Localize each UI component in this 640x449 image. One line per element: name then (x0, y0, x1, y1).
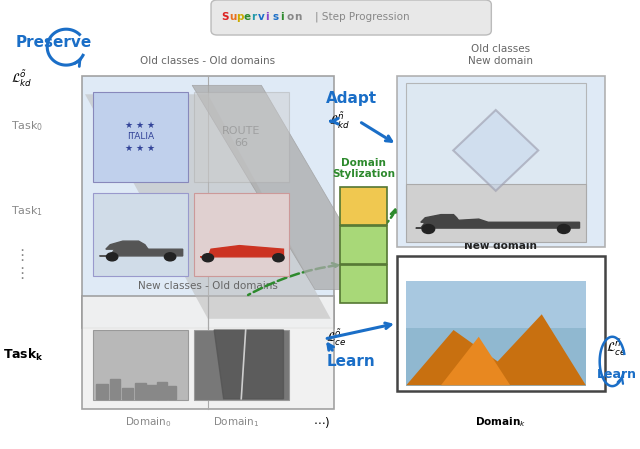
Text: ⋮: ⋮ (14, 248, 29, 264)
Circle shape (273, 254, 284, 262)
Circle shape (557, 224, 570, 233)
Polygon shape (453, 110, 538, 191)
Text: i: i (280, 12, 284, 22)
FancyBboxPatch shape (406, 281, 586, 386)
Text: Old classes - Old domains: Old classes - Old domains (140, 57, 275, 66)
Text: i: i (265, 12, 269, 22)
Text: $\mathcal{L}_{ce}^{\tilde{o}}$: $\mathcal{L}_{ce}^{\tilde{o}}$ (326, 327, 347, 348)
FancyBboxPatch shape (194, 92, 289, 182)
Circle shape (422, 224, 435, 233)
Text: ROUTE
66: ROUTE 66 (222, 126, 260, 148)
FancyBboxPatch shape (93, 193, 188, 276)
FancyBboxPatch shape (82, 76, 334, 328)
Text: New classes - Old domains: New classes - Old domains (138, 281, 278, 291)
Polygon shape (406, 314, 586, 385)
Text: v: v (258, 12, 265, 22)
Polygon shape (136, 383, 145, 399)
Polygon shape (416, 219, 580, 228)
Circle shape (202, 254, 214, 262)
Polygon shape (441, 337, 510, 385)
Text: e: e (243, 12, 251, 22)
Text: Learn: Learn (597, 369, 637, 381)
Polygon shape (100, 249, 182, 256)
Polygon shape (146, 385, 159, 399)
FancyBboxPatch shape (406, 83, 586, 218)
Polygon shape (106, 241, 148, 249)
Text: s: s (273, 12, 278, 22)
Polygon shape (214, 330, 284, 399)
Text: $\mathcal{L}_{kd}^{\tilde{n}}$: $\mathcal{L}_{kd}^{\tilde{n}}$ (329, 111, 350, 132)
Text: ★ ★ ★
ITALIA
★ ★ ★: ★ ★ ★ ITALIA ★ ★ ★ (125, 121, 156, 153)
Text: p: p (236, 12, 244, 22)
Text: u: u (229, 12, 236, 22)
FancyBboxPatch shape (93, 330, 188, 400)
Polygon shape (168, 386, 176, 399)
Circle shape (164, 253, 176, 261)
FancyBboxPatch shape (397, 256, 605, 391)
FancyBboxPatch shape (194, 330, 289, 400)
Polygon shape (157, 382, 167, 399)
FancyBboxPatch shape (340, 265, 387, 303)
Text: Task$_0$: Task$_0$ (12, 119, 44, 132)
Polygon shape (200, 246, 284, 257)
Text: ⋮: ⋮ (14, 266, 29, 282)
Text: $\cdots$): $\cdots$) (312, 414, 330, 430)
Polygon shape (85, 94, 331, 319)
Text: New classes
New domain: New classes New domain (465, 228, 537, 251)
FancyBboxPatch shape (211, 0, 492, 35)
Text: | Step Progression: | Step Progression (315, 12, 410, 22)
Text: Domain$_0$: Domain$_0$ (125, 415, 172, 429)
Text: n: n (294, 12, 301, 22)
FancyBboxPatch shape (82, 296, 334, 409)
Text: o: o (287, 12, 294, 22)
Text: $\mathcal{L}_{ce}^{\tilde{n}}$: $\mathcal{L}_{ce}^{\tilde{n}}$ (606, 338, 627, 358)
Polygon shape (420, 215, 460, 222)
Text: Old classes
New domain: Old classes New domain (468, 44, 533, 66)
Text: $\mathcal{L}_{kd}^{\tilde{o}}$: $\mathcal{L}_{kd}^{\tilde{o}}$ (12, 68, 33, 89)
Text: Preserve: Preserve (16, 35, 92, 50)
Polygon shape (96, 384, 108, 399)
Polygon shape (192, 85, 381, 290)
FancyBboxPatch shape (406, 281, 586, 328)
FancyBboxPatch shape (340, 187, 387, 225)
Text: Domain$_k$: Domain$_k$ (476, 415, 526, 429)
Text: $\mathbf{Task_k}$: $\mathbf{Task_k}$ (3, 347, 44, 363)
FancyBboxPatch shape (397, 76, 605, 247)
FancyBboxPatch shape (93, 92, 188, 182)
FancyBboxPatch shape (194, 193, 289, 276)
FancyBboxPatch shape (340, 226, 387, 264)
Text: S: S (221, 12, 229, 22)
Text: Adapt: Adapt (326, 91, 378, 106)
Text: Task$_1$: Task$_1$ (12, 204, 44, 218)
Polygon shape (122, 388, 133, 399)
Text: Domain$_1$: Domain$_1$ (213, 415, 259, 429)
FancyBboxPatch shape (406, 184, 586, 242)
Text: r: r (251, 12, 256, 22)
Polygon shape (110, 379, 120, 399)
Text: Domain
Stylization: Domain Stylization (332, 158, 396, 179)
Text: Learn: Learn (326, 354, 375, 369)
Circle shape (106, 253, 118, 261)
